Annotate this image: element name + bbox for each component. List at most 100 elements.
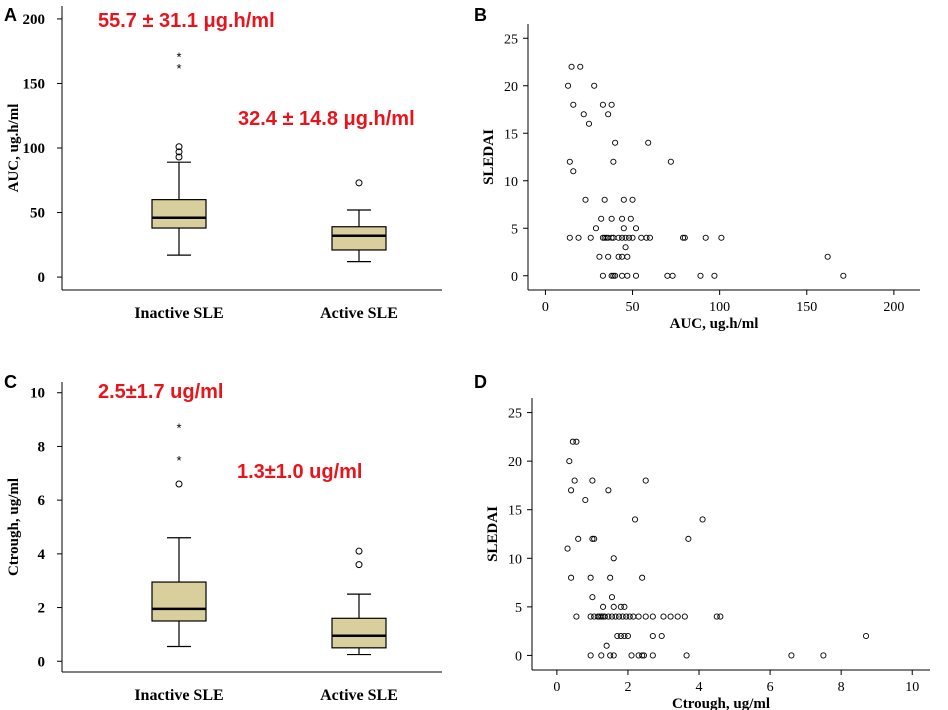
- panel-b-data-point: [610, 272, 617, 279]
- panel-a-outlier-star: *: [176, 49, 181, 64]
- panel-b-data-point: [627, 215, 634, 222]
- panel-c-outlier-circle: [355, 547, 363, 555]
- panel-label-c: C: [4, 372, 17, 392]
- panel-d-data-point: [601, 613, 608, 620]
- panel-a-outlier-circle: [175, 148, 183, 156]
- panel-d-x-tick-label: 6: [767, 680, 774, 695]
- panel-d-data-point: [635, 613, 642, 620]
- panel-d-y-tick-label: 5: [515, 601, 522, 616]
- panel-d-data-point: [610, 555, 617, 562]
- panel-d-data-point: [571, 477, 578, 484]
- panel-b-x-tick-label: 50: [626, 300, 640, 315]
- panel-d-data-point: [605, 613, 612, 620]
- panel-d-data-point: [630, 613, 637, 620]
- panel-b-data-point: [638, 234, 645, 241]
- panel-a-box: [151, 199, 207, 229]
- panel-c-category-label: Active SLE: [320, 687, 398, 704]
- panel-d-data-point: [589, 594, 596, 601]
- panel-d-data-point: [667, 613, 674, 620]
- panel-d-data-point: [649, 652, 656, 659]
- panel-d-data-point: [626, 613, 633, 620]
- panel-b-data-point: [620, 196, 627, 203]
- panel-d-data-point: [624, 632, 631, 640]
- panel-a-y-tick-label: 200: [23, 12, 46, 28]
- panel-c-annotation: 2.5±1.7 ug/ml: [98, 381, 223, 403]
- panel-b-y-tick-label: 25: [504, 32, 518, 47]
- panel-d-data-point: [607, 652, 614, 659]
- panel-d-data-point: [649, 613, 656, 620]
- panel-b-data-point: [582, 196, 589, 203]
- panel-a-outlier-star: *: [176, 61, 181, 76]
- panel-d-data-point: [862, 632, 870, 640]
- panel-d-data-point: [575, 535, 582, 542]
- panel-label-b: B: [474, 5, 487, 25]
- panel-d-data-point: [623, 613, 630, 620]
- panel-b-data-point: [669, 272, 676, 279]
- panel-b-data-point: [840, 272, 847, 279]
- panel-b-data-point: [610, 158, 617, 165]
- panel-c-y-axis-label: Ctrough, ug/ml: [6, 478, 22, 576]
- panel-a-y-tick-label: 50: [30, 206, 45, 222]
- panel-d-data-point: [639, 574, 646, 581]
- panel-b-data-point: [625, 234, 633, 241]
- panel-d-x-tick-label: 4: [696, 680, 703, 695]
- panel-b-x-tick-label: 200: [883, 300, 904, 315]
- panel-d-data-point: [685, 535, 692, 542]
- panel-a-y-tick-label: 0: [38, 270, 46, 286]
- panel-label-a: A: [4, 5, 17, 25]
- panel-d-data-point: [569, 438, 576, 445]
- panel-d-x-tick-label: 8: [838, 680, 845, 695]
- panel-d-data-point: [610, 652, 617, 659]
- panel-d-data-point: [699, 516, 706, 523]
- panel-d-data-point: [674, 613, 681, 620]
- panel-d-data-point: [603, 642, 610, 649]
- panel-b-data-point: [629, 234, 636, 241]
- panel-d-data-point: [640, 652, 647, 659]
- panel-d-data-point: [587, 613, 594, 620]
- panel-d-y-axis-label: SLEDAI: [485, 506, 501, 562]
- panel-b-data-point: [624, 253, 631, 260]
- panel-d-data-point: [598, 613, 605, 620]
- panel-d-data-point: [591, 613, 598, 620]
- panel-d-data-point: [616, 613, 623, 620]
- panel-c-y-tick-label: 2: [38, 601, 46, 617]
- panel-d-data-point: [598, 652, 605, 659]
- panel-d-data-point: [642, 477, 649, 484]
- panel-d-data-point: [608, 594, 616, 601]
- panel-b-data-point: [601, 196, 608, 203]
- panel-d-data-point: [614, 632, 621, 640]
- panel-b-y-tick-label: 0: [511, 270, 518, 285]
- panel-d-data-point: [573, 613, 580, 620]
- panel-a-outlier-circle: [175, 143, 183, 151]
- panel-b-data-point: [599, 234, 606, 241]
- panel-a-category-label: Inactive SLE: [134, 305, 223, 322]
- panel-b-data-point: [646, 234, 654, 241]
- panel-b-data-point: [570, 168, 577, 175]
- panel-d-data-point: [642, 613, 649, 620]
- panel-d-data-point: [713, 613, 720, 620]
- panel-b-x-tick-label: 100: [709, 300, 730, 315]
- panel-a-annotation: 32.4 ± 14.8 μg.h/ml: [238, 108, 415, 130]
- panel-c-outlier-circle: [175, 480, 183, 488]
- panel-b-data-point: [629, 196, 636, 203]
- panel-d-data-point: [621, 603, 628, 610]
- panel-b-data-point: [570, 101, 577, 108]
- panel-c-annotation: 1.3±1.0 ug/ml: [237, 461, 362, 483]
- panel-b-data-point: [608, 215, 615, 222]
- panel-d-data-point: [681, 613, 688, 620]
- panel-d-y-tick-label: 0: [515, 649, 522, 664]
- panel-b-data-point: [566, 158, 573, 165]
- panel-c-y-tick-label: 8: [38, 439, 46, 455]
- panel-b-data-point: [592, 225, 599, 232]
- panel-d-data-point: [632, 516, 639, 523]
- panel-b-x-axis-label: AUC, ug.h/ml: [670, 316, 759, 332]
- panel-d-y-tick-label: 10: [508, 552, 522, 567]
- panel-d-y-tick-label: 15: [508, 504, 522, 519]
- panel-d-x-axis-label: Ctrough, ug/ml: [672, 696, 770, 710]
- panel-d-data-point: [568, 487, 575, 494]
- panel-d-x-tick-label: 10: [905, 680, 919, 695]
- panel-b-data-point: [702, 234, 709, 241]
- panel-b-data-point: [612, 272, 619, 279]
- box-plot-ctrough: 0 2 4 6 8 10 Ctrough, ug/ml * * Inactive SLE Activ…: [6, 381, 442, 704]
- panel-b-data-point: [619, 272, 626, 279]
